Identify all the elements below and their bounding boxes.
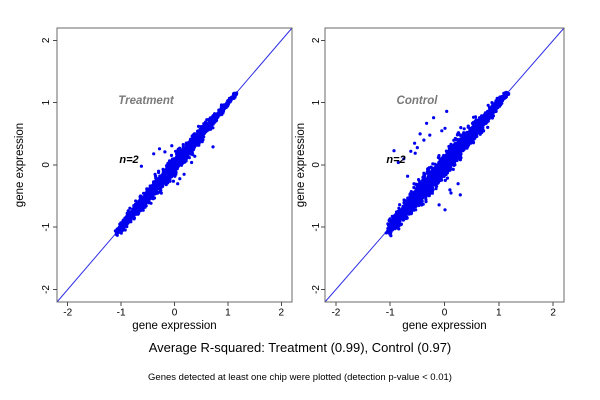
x-axis-title: gene expression xyxy=(132,320,216,332)
panel-treatment: -2 -1 0 1 2 -2 -1 0 1 2 gene expression … xyxy=(14,27,293,332)
x-tick-label: 2 xyxy=(279,308,285,319)
caption-detection-note: Genes detected at least one chip were pl… xyxy=(148,372,452,383)
x-tick-label: 1 xyxy=(496,308,502,319)
y-tick-label: 2 xyxy=(41,37,52,43)
y-tick-label: -2 xyxy=(311,285,322,294)
x-tick-label: -2 xyxy=(63,308,72,319)
x-axis-ticks xyxy=(335,302,554,306)
y-axis-title: gene expression xyxy=(295,123,307,207)
x-tick-label: -1 xyxy=(117,308,126,319)
y-tick-label: 1 xyxy=(41,99,52,105)
n-annotation: n=2 xyxy=(386,154,405,166)
scatter-points-treatment xyxy=(113,91,239,237)
y-axis-title: gene expression xyxy=(14,123,26,207)
x-tick-label: 0 xyxy=(172,308,178,319)
x-tick-label: 2 xyxy=(550,308,556,319)
panel-title-treatment: Treatment xyxy=(118,95,175,107)
y-tick-label: 1 xyxy=(311,99,322,105)
y-tick-label: 0 xyxy=(41,162,52,168)
y-axis-ticks xyxy=(53,39,57,290)
y-tick-label: -1 xyxy=(311,222,322,231)
x-tick-label: 1 xyxy=(225,308,231,319)
x-axis-title: gene expression xyxy=(402,320,486,332)
x-tick-label: -1 xyxy=(386,308,395,319)
y-axis-ticks xyxy=(321,39,325,290)
y-tick-label: 0 xyxy=(311,162,322,168)
panel-title-control: Control xyxy=(397,95,439,107)
y-tick-label: 2 xyxy=(311,37,322,43)
panel-control: -2 -1 0 1 2 -2 -1 0 1 2 gene expression … xyxy=(295,27,565,332)
scatter-points-control xyxy=(384,90,511,238)
x-axis-ticks xyxy=(67,302,282,306)
y-tick-label: -1 xyxy=(41,222,52,231)
caption-r-squared: Average R-squared: Treatment (0.99), Con… xyxy=(149,340,452,355)
y-tick-label: -2 xyxy=(41,285,52,294)
x-tick-label: -2 xyxy=(331,308,340,319)
x-tick-label: 0 xyxy=(442,308,448,319)
n-annotation: n=2 xyxy=(119,154,138,166)
